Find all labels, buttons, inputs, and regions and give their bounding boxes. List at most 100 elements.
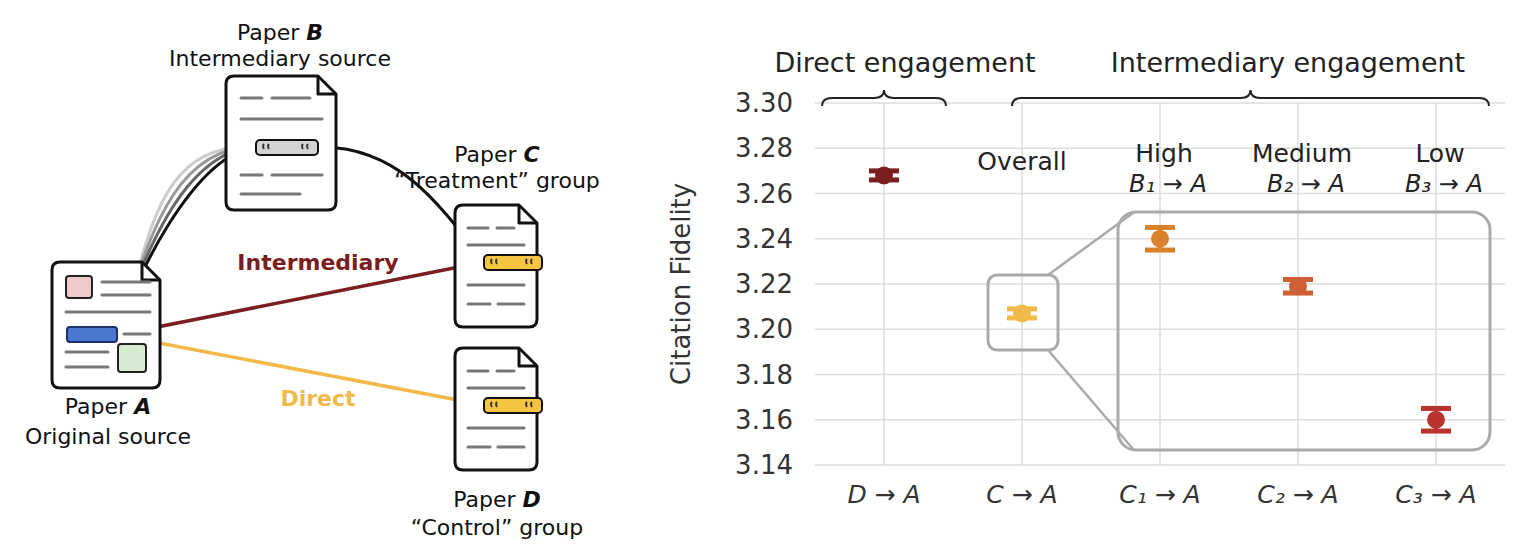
text-line <box>66 311 150 314</box>
papers <box>52 76 542 470</box>
point <box>875 166 893 184</box>
text-line <box>468 446 490 449</box>
quote-mark <box>307 144 308 149</box>
chart: 3.143.163.183.203.223.243.263.283.30D → … <box>666 47 1505 509</box>
text-line <box>241 193 300 196</box>
quote-box <box>484 398 542 413</box>
y-tick-label: 3.30 <box>735 88 793 118</box>
y-tick-label: 3.18 <box>735 360 793 390</box>
text-line <box>124 333 150 336</box>
level-sublabel: B₂ → A <box>1267 170 1345 198</box>
quote-mark <box>268 144 269 149</box>
paper-label: Paper D <box>453 487 541 512</box>
y-axis-label: Citation Fidelity <box>666 183 696 385</box>
paper-fold <box>142 262 160 280</box>
text-line <box>468 244 524 247</box>
grid-line-vertical <box>883 103 885 465</box>
quote-box <box>484 255 542 270</box>
paper-fold <box>318 76 336 94</box>
quote-mark <box>496 259 497 264</box>
y-tick-label: 3.26 <box>735 179 793 209</box>
paper-outline <box>226 76 336 210</box>
y-tick-label: 3.16 <box>735 405 793 435</box>
paper-icon <box>455 348 542 470</box>
x-tick-label: C → A <box>986 480 1057 509</box>
error-bar-group <box>869 166 899 184</box>
text-line <box>66 351 108 354</box>
paper-letter: A <box>132 394 151 419</box>
paper-label: Paper A <box>65 394 151 419</box>
quote-mark <box>531 259 532 264</box>
paper-role: Intermediary source <box>169 46 391 71</box>
y-tick-label: 3.28 <box>735 133 793 163</box>
text-line <box>102 281 150 284</box>
error-bar-group <box>1421 408 1451 431</box>
diagram: IntermediaryDirectPaper AOriginal source… <box>25 20 600 540</box>
zoom-connector <box>1048 350 1133 449</box>
brace <box>822 90 946 106</box>
text-line <box>468 427 524 430</box>
grid <box>815 103 1505 465</box>
point <box>1427 411 1445 429</box>
cited-passage <box>67 327 117 342</box>
error-cap <box>1145 225 1175 230</box>
paper-role: “Treatment” group <box>394 168 600 193</box>
text-line <box>497 370 514 373</box>
quote-mark <box>302 144 303 149</box>
paper-word: Paper <box>237 20 306 45</box>
text-line <box>468 284 524 287</box>
quote-highlight <box>256 140 318 155</box>
level-sublabel: B₃ → A <box>1405 170 1483 198</box>
x-tick-label: C₂ → A <box>1257 480 1338 509</box>
quote-mark <box>531 402 532 407</box>
level-label: Low <box>1415 139 1464 168</box>
overall-label: Overall <box>977 147 1066 176</box>
edge-label: Direct <box>280 386 356 411</box>
paper-word: Paper <box>454 142 523 167</box>
y-tick-label: 3.24 <box>735 224 793 254</box>
paper-word: Paper <box>453 487 522 512</box>
error-cap <box>1421 429 1451 434</box>
background <box>0 0 1528 550</box>
paper-letter: D <box>523 487 541 512</box>
edge-label: Intermediary <box>237 250 398 275</box>
quote-mark <box>491 259 492 264</box>
quote-highlight <box>484 398 542 413</box>
text-line <box>468 227 488 230</box>
text-line <box>498 303 524 306</box>
data-marks <box>869 166 1451 431</box>
paper-icon <box>52 262 160 388</box>
text-line <box>468 303 490 306</box>
zoom-source-box <box>988 275 1058 350</box>
quote-mark <box>526 402 527 407</box>
quote-mark <box>263 144 264 149</box>
error-bar-group <box>1145 227 1175 250</box>
quote-mark <box>526 259 527 264</box>
paper-role: “Control” group <box>411 515 583 540</box>
paper-fold <box>519 205 537 223</box>
x-tick-label: D → A <box>847 480 920 509</box>
text-line <box>468 387 524 390</box>
point <box>1151 230 1169 248</box>
error-bar-group <box>1007 304 1037 322</box>
text-line <box>241 97 262 100</box>
text-line <box>241 174 262 177</box>
figure: IntermediaryDirectPaper AOriginal source… <box>0 0 1528 550</box>
level-label: Medium <box>1252 139 1352 168</box>
text-line <box>272 97 310 100</box>
point <box>1289 277 1307 295</box>
error-bar-group <box>1283 277 1313 295</box>
group-label: Direct engagement <box>774 47 1035 78</box>
x-tick-label: C₃ → A <box>1395 480 1476 509</box>
text-line <box>498 446 524 449</box>
zoom-box <box>1118 212 1490 450</box>
quote-mark <box>496 402 497 407</box>
text-line <box>102 294 150 297</box>
quote-box <box>256 140 318 155</box>
quote-highlight <box>484 255 542 270</box>
paper-fold <box>519 348 537 366</box>
table-box <box>118 344 146 372</box>
paper-label: Paper C <box>454 142 539 167</box>
quote-mark <box>491 402 492 407</box>
point <box>1013 304 1031 322</box>
